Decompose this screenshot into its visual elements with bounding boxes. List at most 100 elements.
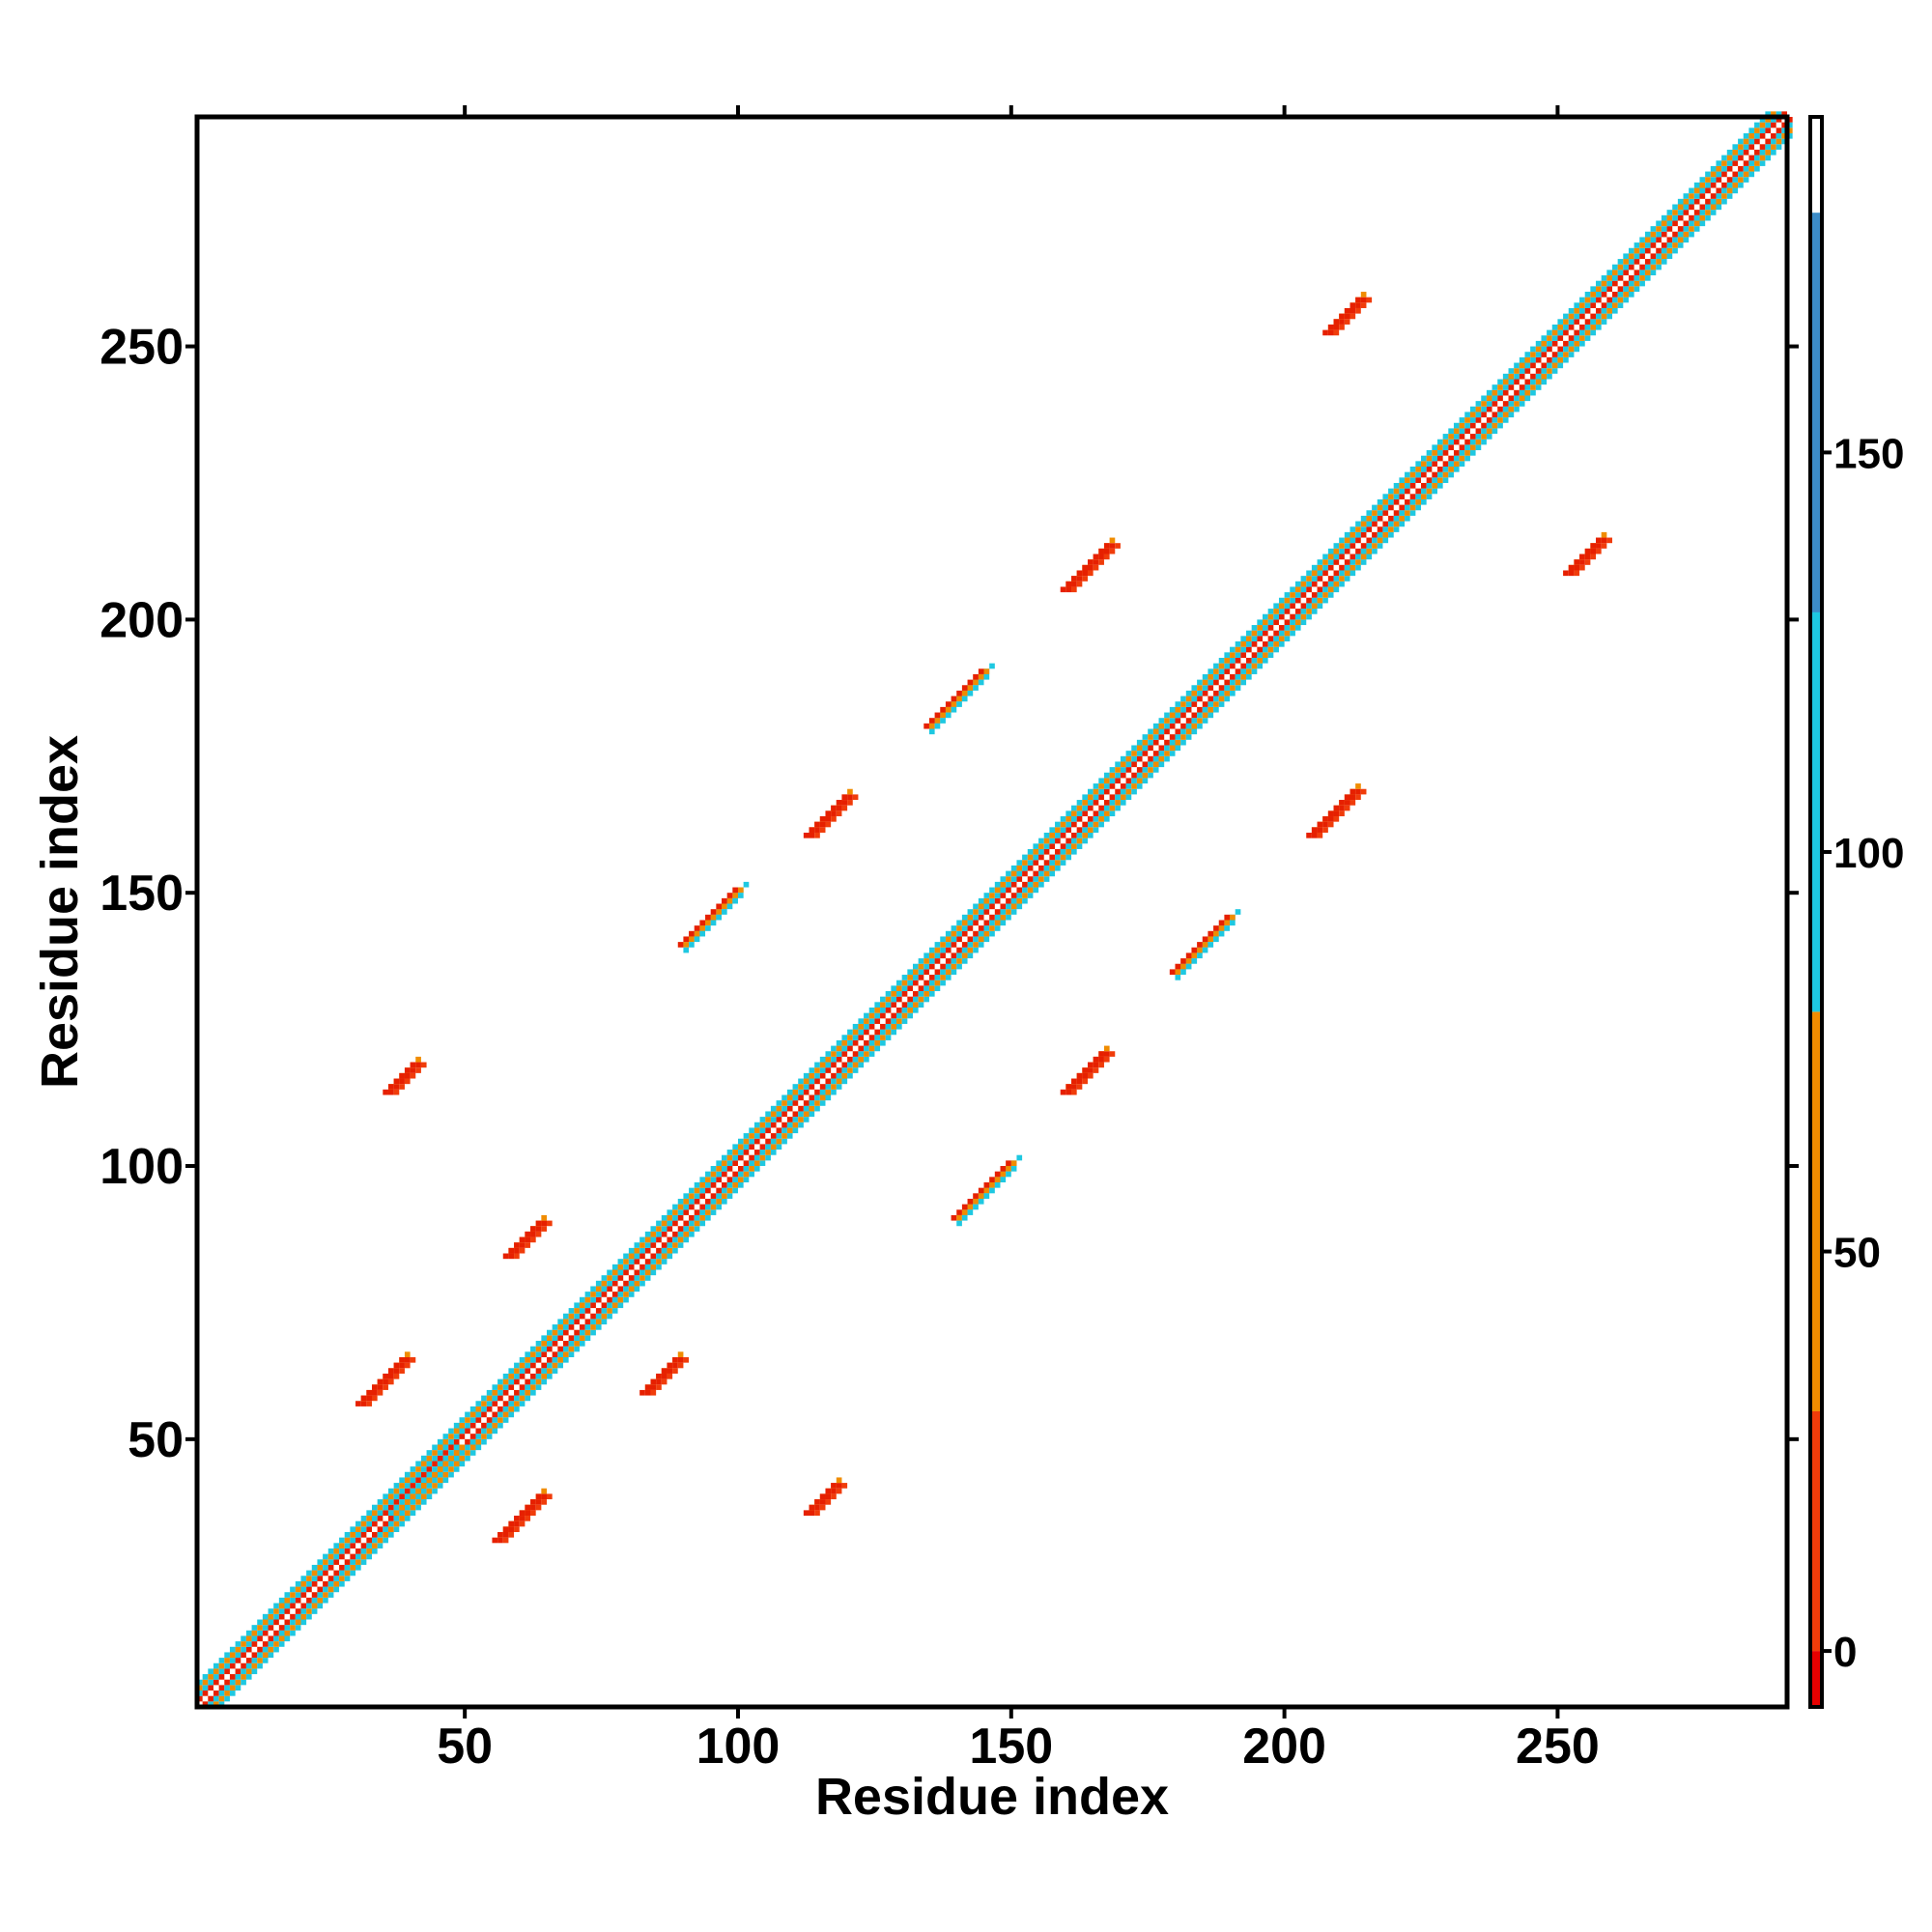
contact-cell: [1617, 275, 1624, 281]
contact-cell: [453, 1466, 460, 1472]
contact-cell: [792, 1100, 799, 1106]
contact-cell: [541, 1341, 548, 1347]
contact-cell: [399, 1072, 405, 1079]
contact-cell: [852, 1062, 859, 1068]
contact-cell: [836, 1084, 842, 1090]
contact-cell: [377, 1378, 384, 1385]
contact-cell: [1557, 335, 1564, 341]
contact-cell: [1131, 745, 1137, 752]
contact-cell: [1267, 652, 1274, 658]
contact-cell: [202, 1679, 209, 1686]
contact-cell: [213, 1674, 219, 1680]
contact-cell: [628, 1292, 635, 1297]
contact-cell: [694, 925, 700, 931]
contact-cell: [235, 1652, 242, 1659]
contact-cell: [1502, 373, 1509, 380]
contact-cell: [1421, 482, 1427, 489]
contact-cell: [1218, 701, 1225, 707]
contact-cell: [1765, 155, 1772, 161]
contact-cell: [1650, 237, 1657, 243]
contact-cell: [722, 1181, 727, 1188]
contact-cell: [1743, 177, 1749, 183]
contact-cell: [1344, 313, 1350, 320]
contact-cell: [934, 958, 941, 964]
contact-cell: [1093, 821, 1099, 828]
contact-cell: [1175, 963, 1181, 970]
contact-cell: [1273, 646, 1279, 653]
contact-cell: [836, 810, 842, 817]
contact-cell: [1497, 417, 1503, 423]
contact-cell: [1584, 335, 1591, 341]
contact-cell: [579, 1313, 585, 1320]
contact-cell: [1175, 739, 1181, 746]
contact-cell: [404, 1493, 411, 1500]
contact-cell: [1689, 193, 1694, 199]
contact-cell: [1060, 860, 1066, 866]
contact-cell: [486, 1434, 493, 1439]
contact-cell: [1257, 657, 1263, 664]
contact-cell: [1076, 838, 1083, 844]
contact-cell: [1082, 570, 1088, 577]
contact-cell: [1224, 690, 1231, 696]
contact-cell: [1060, 1089, 1066, 1095]
contact-cell: [311, 1597, 318, 1604]
contact-cell: [1421, 471, 1427, 478]
contact-cell: [1230, 652, 1236, 658]
contact-cell: [1344, 576, 1350, 582]
contact-cell: [404, 1471, 411, 1478]
contact-cell: [623, 1292, 629, 1297]
contact-cell: [1103, 554, 1110, 560]
contact-cell: [1776, 117, 1782, 123]
contact-cell: [383, 1531, 388, 1538]
contact-cell: [1055, 821, 1061, 828]
contact-cell: [1131, 772, 1137, 779]
contact-cell: [1294, 625, 1301, 631]
contact-cell: [661, 1226, 668, 1232]
contact-cell: [973, 1204, 979, 1210]
contact-cell: [1693, 187, 1700, 194]
contact-cell: [1666, 237, 1673, 243]
contact-cell: [1475, 401, 1482, 407]
contact-cell: [650, 1259, 657, 1264]
contact-cell: [1208, 706, 1214, 713]
contact-cell: [1547, 329, 1552, 336]
contact-cell: [1300, 576, 1307, 582]
contact-cell: [978, 909, 984, 915]
contact-cell: [453, 1428, 460, 1435]
contact-cell: [689, 1220, 695, 1227]
x-tick-label: 100: [696, 1719, 781, 1775]
contact-cell: [847, 1029, 853, 1036]
contact-cell: [951, 925, 957, 931]
contact-cell: [1732, 155, 1739, 161]
contact-cell: [1475, 428, 1482, 435]
contact-cell: [410, 1062, 416, 1068]
contact-cell: [983, 920, 990, 926]
contact-cell: [437, 1466, 443, 1472]
contact-cell: [1596, 286, 1602, 293]
contact-cell: [1076, 816, 1083, 822]
contact-cell: [852, 1067, 859, 1073]
contact-cell: [956, 930, 962, 937]
contact-cell: [399, 1483, 405, 1489]
contact-cell: [1103, 805, 1110, 811]
contact-cell: [492, 1401, 498, 1406]
contact-cell: [339, 1570, 345, 1577]
contact-cell: [1453, 450, 1460, 456]
contact-cell: [1388, 498, 1394, 505]
contact-cell: [1519, 373, 1525, 380]
contact-cell: [535, 1373, 542, 1379]
contact-cell: [607, 1286, 612, 1293]
contact-cell: [1650, 226, 1657, 232]
contact-cell: [317, 1597, 324, 1604]
contact-cell: [1574, 302, 1580, 308]
contact-cell: [502, 1526, 509, 1532]
contact-cell: [1628, 247, 1634, 254]
contact-cell: [983, 668, 990, 674]
contact-cell: [1459, 455, 1465, 462]
contact-cell: [677, 1236, 684, 1243]
contact-cell: [836, 1488, 842, 1494]
contact-cell: [940, 975, 946, 980]
contact-cell: [1453, 428, 1460, 435]
contact-cell: [1339, 564, 1345, 571]
contact-cell: [1065, 581, 1072, 587]
